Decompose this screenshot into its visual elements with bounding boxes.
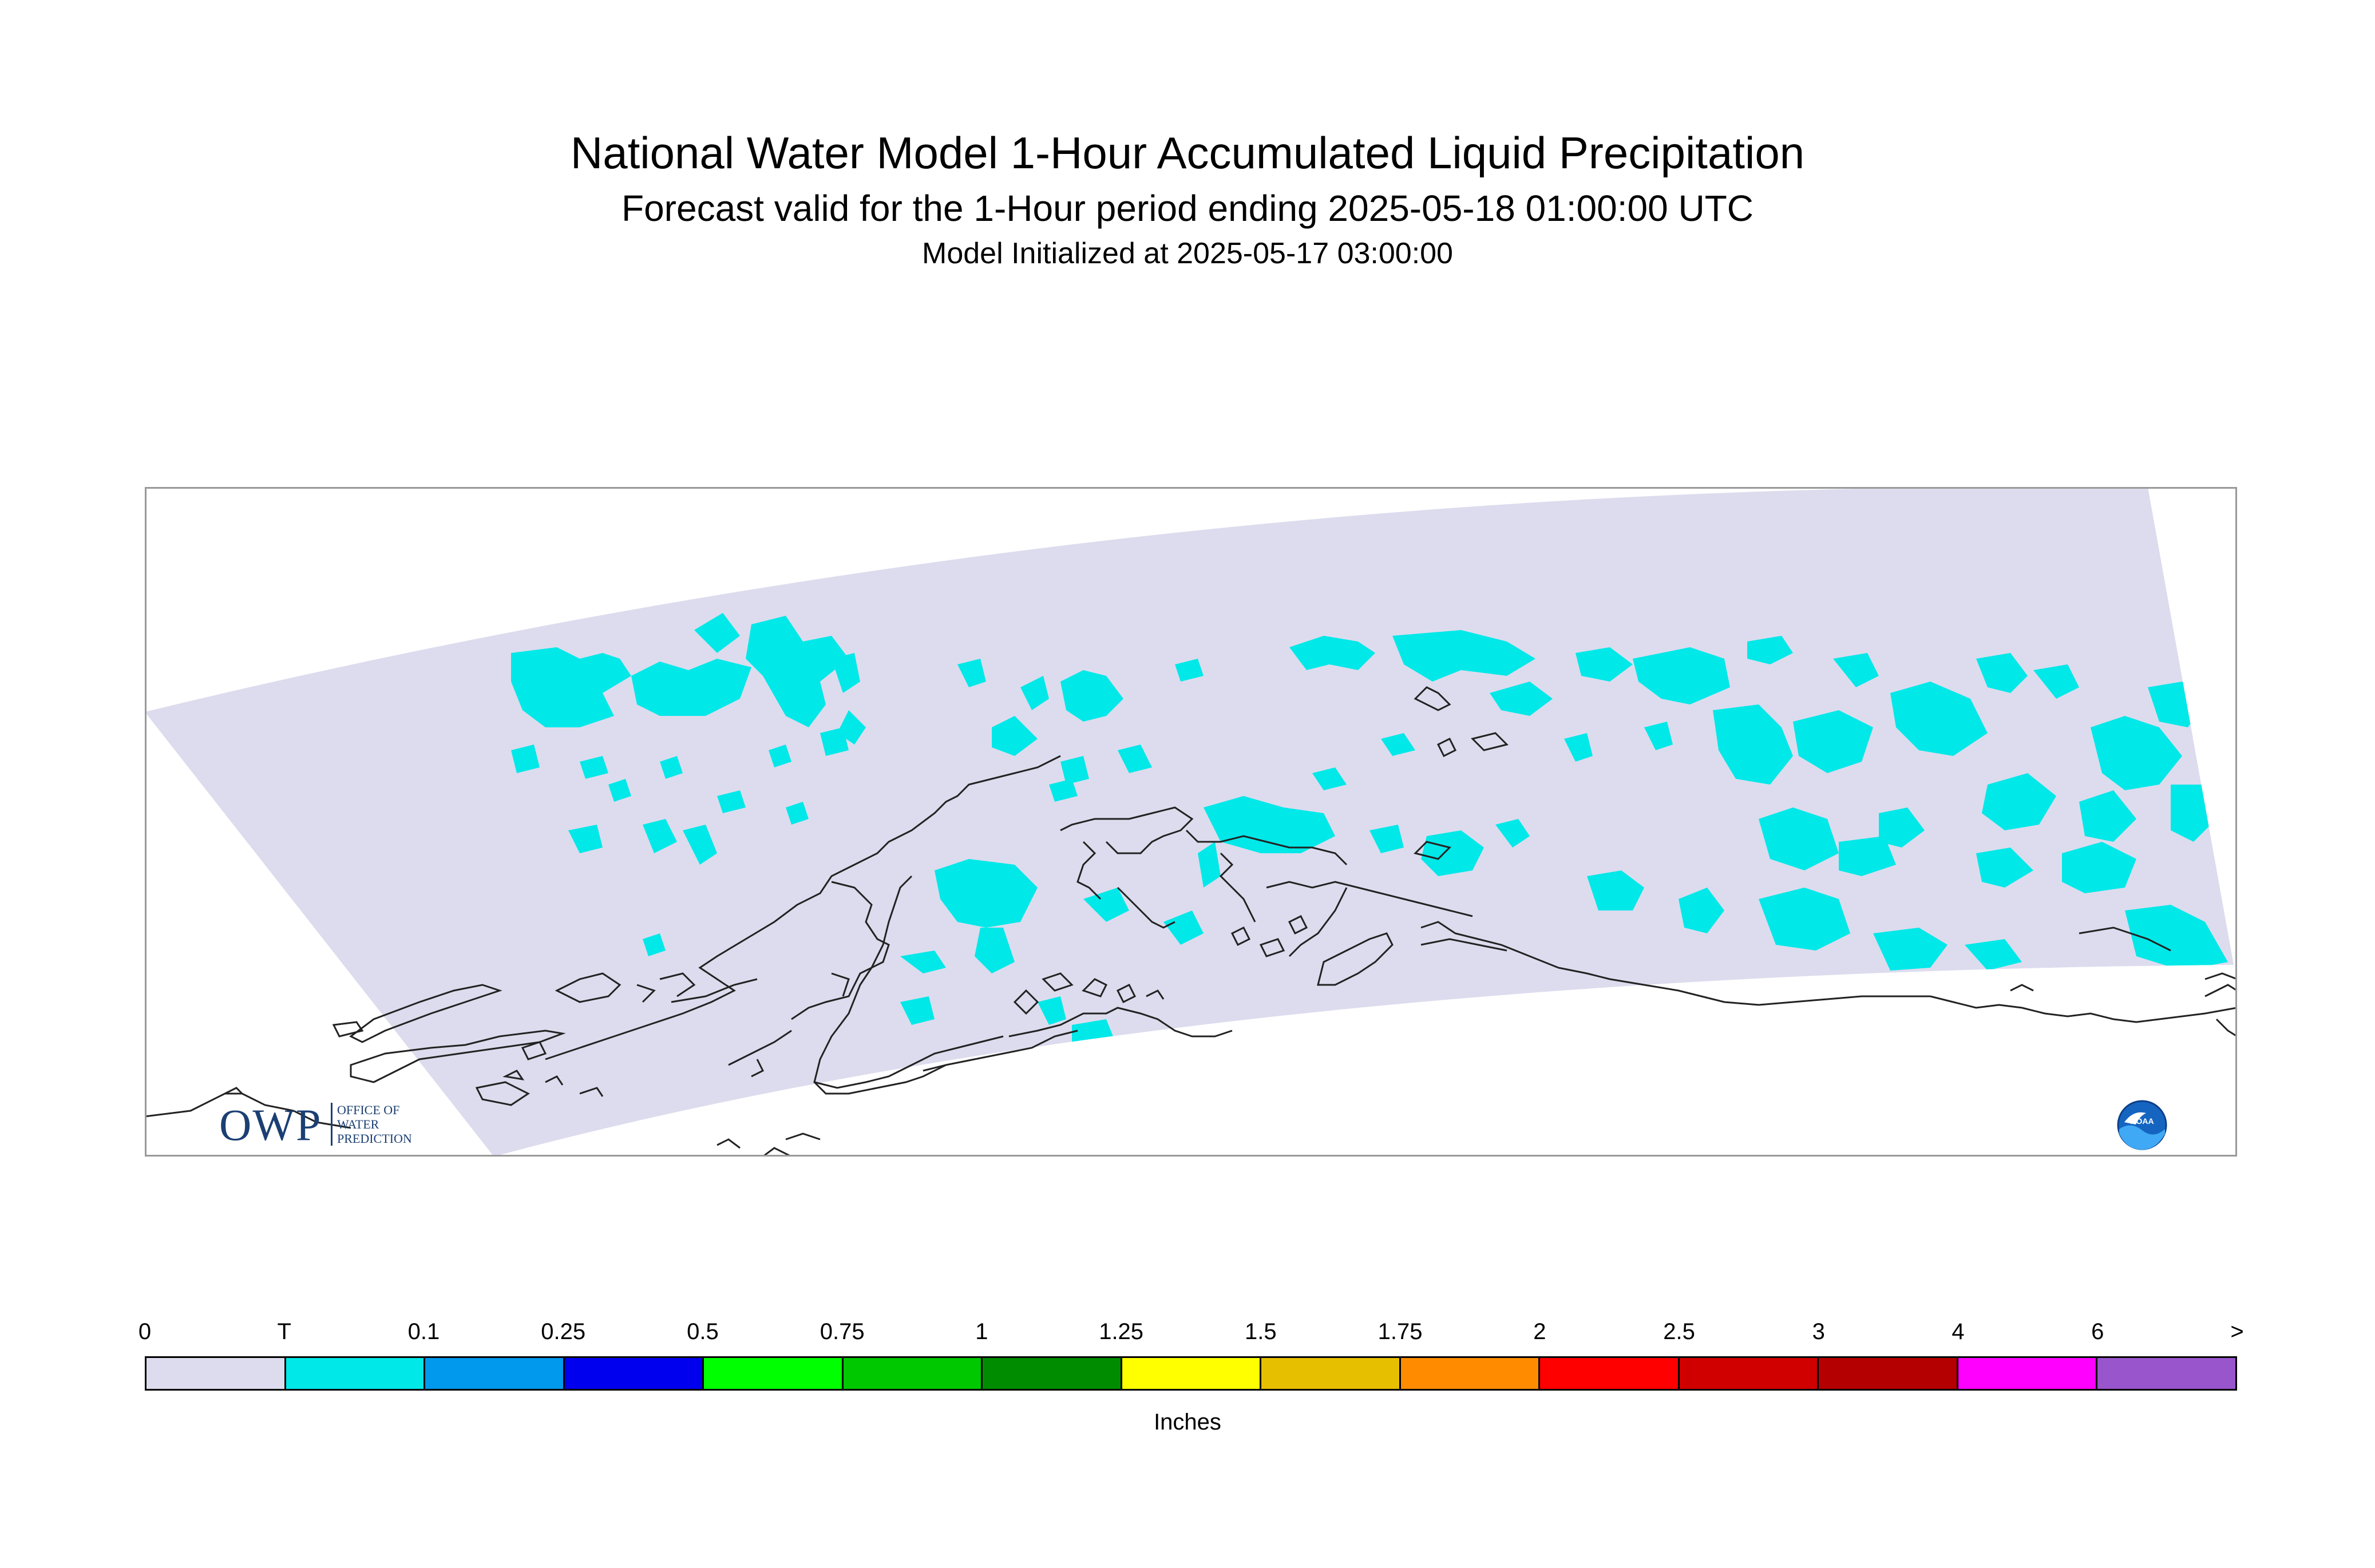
legend-tick-label: 3 bbox=[1812, 1319, 1825, 1344]
precipitation-map: OWP OFFICE OF WATER PREDICTION NOAA bbox=[145, 487, 2237, 1157]
trace-precip-areas bbox=[511, 613, 2228, 1054]
legend-tick-label: 2 bbox=[1533, 1319, 1546, 1344]
legend-swatch bbox=[1261, 1358, 1401, 1389]
owp-sub-line-2: WATER bbox=[337, 1117, 379, 1131]
owp-logo: OWP OFFICE OF WATER PREDICTION bbox=[219, 1099, 460, 1151]
model-initialized-text: Model Initialized at 2025-05-17 03:00:00 bbox=[922, 237, 1453, 270]
legend-swatch bbox=[1400, 1358, 1541, 1389]
legend-tick-label: 1.25 bbox=[1099, 1319, 1144, 1344]
legend-swatch bbox=[1122, 1358, 1262, 1389]
legend-tick-label: 1.75 bbox=[1378, 1319, 1423, 1344]
legend-tick-label: 1.5 bbox=[1245, 1319, 1277, 1344]
map-subtitle: Forecast valid for the 1-Hour period end… bbox=[621, 188, 1754, 229]
map-frame bbox=[145, 487, 2237, 1157]
owp-logo-subtitle: OFFICE OF WATER PREDICTION bbox=[331, 1103, 412, 1146]
legend-swatch bbox=[1819, 1358, 1958, 1389]
coastlines bbox=[145, 686, 2237, 1157]
map-title: National Water Model 1-Hour Accumulated … bbox=[570, 128, 1805, 178]
legend-units: Inches bbox=[1154, 1409, 1221, 1435]
noaa-logo: NOAA bbox=[2116, 1099, 2168, 1151]
owp-sub-line-3: PREDICTION bbox=[337, 1131, 412, 1146]
legend-tick-label: 0 bbox=[138, 1319, 152, 1344]
legend-tick-label: 1 bbox=[975, 1319, 988, 1344]
legend-swatch bbox=[286, 1358, 426, 1389]
noaa-emblem-icon: NOAA bbox=[2117, 1100, 2167, 1150]
legend-tick-label: 2.5 bbox=[1663, 1319, 1695, 1344]
legend-tick-label: 0.5 bbox=[687, 1319, 719, 1344]
legend-tick-labels: 0 T 0.1 0.25 0.5 0.75 1 1.25 1.5 1.75 2 2.5 3 4 6 > bbox=[138, 1317, 2244, 1346]
legend-colorbar bbox=[145, 1356, 2237, 1391]
legend-swatch bbox=[704, 1358, 844, 1389]
legend-tick-label: 6 bbox=[2091, 1319, 2104, 1344]
legend-swatch bbox=[843, 1358, 983, 1389]
legend-swatch bbox=[564, 1358, 704, 1389]
legend-tick-label: 0.25 bbox=[541, 1319, 586, 1344]
legend-swatch bbox=[2097, 1358, 2235, 1389]
legend-tick-label: 0.75 bbox=[820, 1319, 865, 1344]
legend-tick-label: T bbox=[277, 1319, 291, 1344]
legend-swatch bbox=[147, 1358, 286, 1389]
legend-swatch bbox=[1540, 1358, 1680, 1389]
noaa-text: NOAA bbox=[2130, 1116, 2154, 1126]
legend-tick-label: > bbox=[2230, 1319, 2244, 1344]
map-canvas bbox=[145, 487, 2237, 1157]
legend-tick-label: 4 bbox=[1952, 1319, 1965, 1344]
legend-swatch bbox=[983, 1358, 1122, 1389]
legend-swatch bbox=[1958, 1358, 2098, 1389]
owp-logo-letters: OWP bbox=[219, 1100, 322, 1150]
owp-sub-line-1: OFFICE OF bbox=[337, 1103, 400, 1117]
legend-swatch bbox=[1679, 1358, 1819, 1389]
legend-swatch bbox=[425, 1358, 565, 1389]
legend-tick-label: 0.1 bbox=[407, 1319, 440, 1344]
